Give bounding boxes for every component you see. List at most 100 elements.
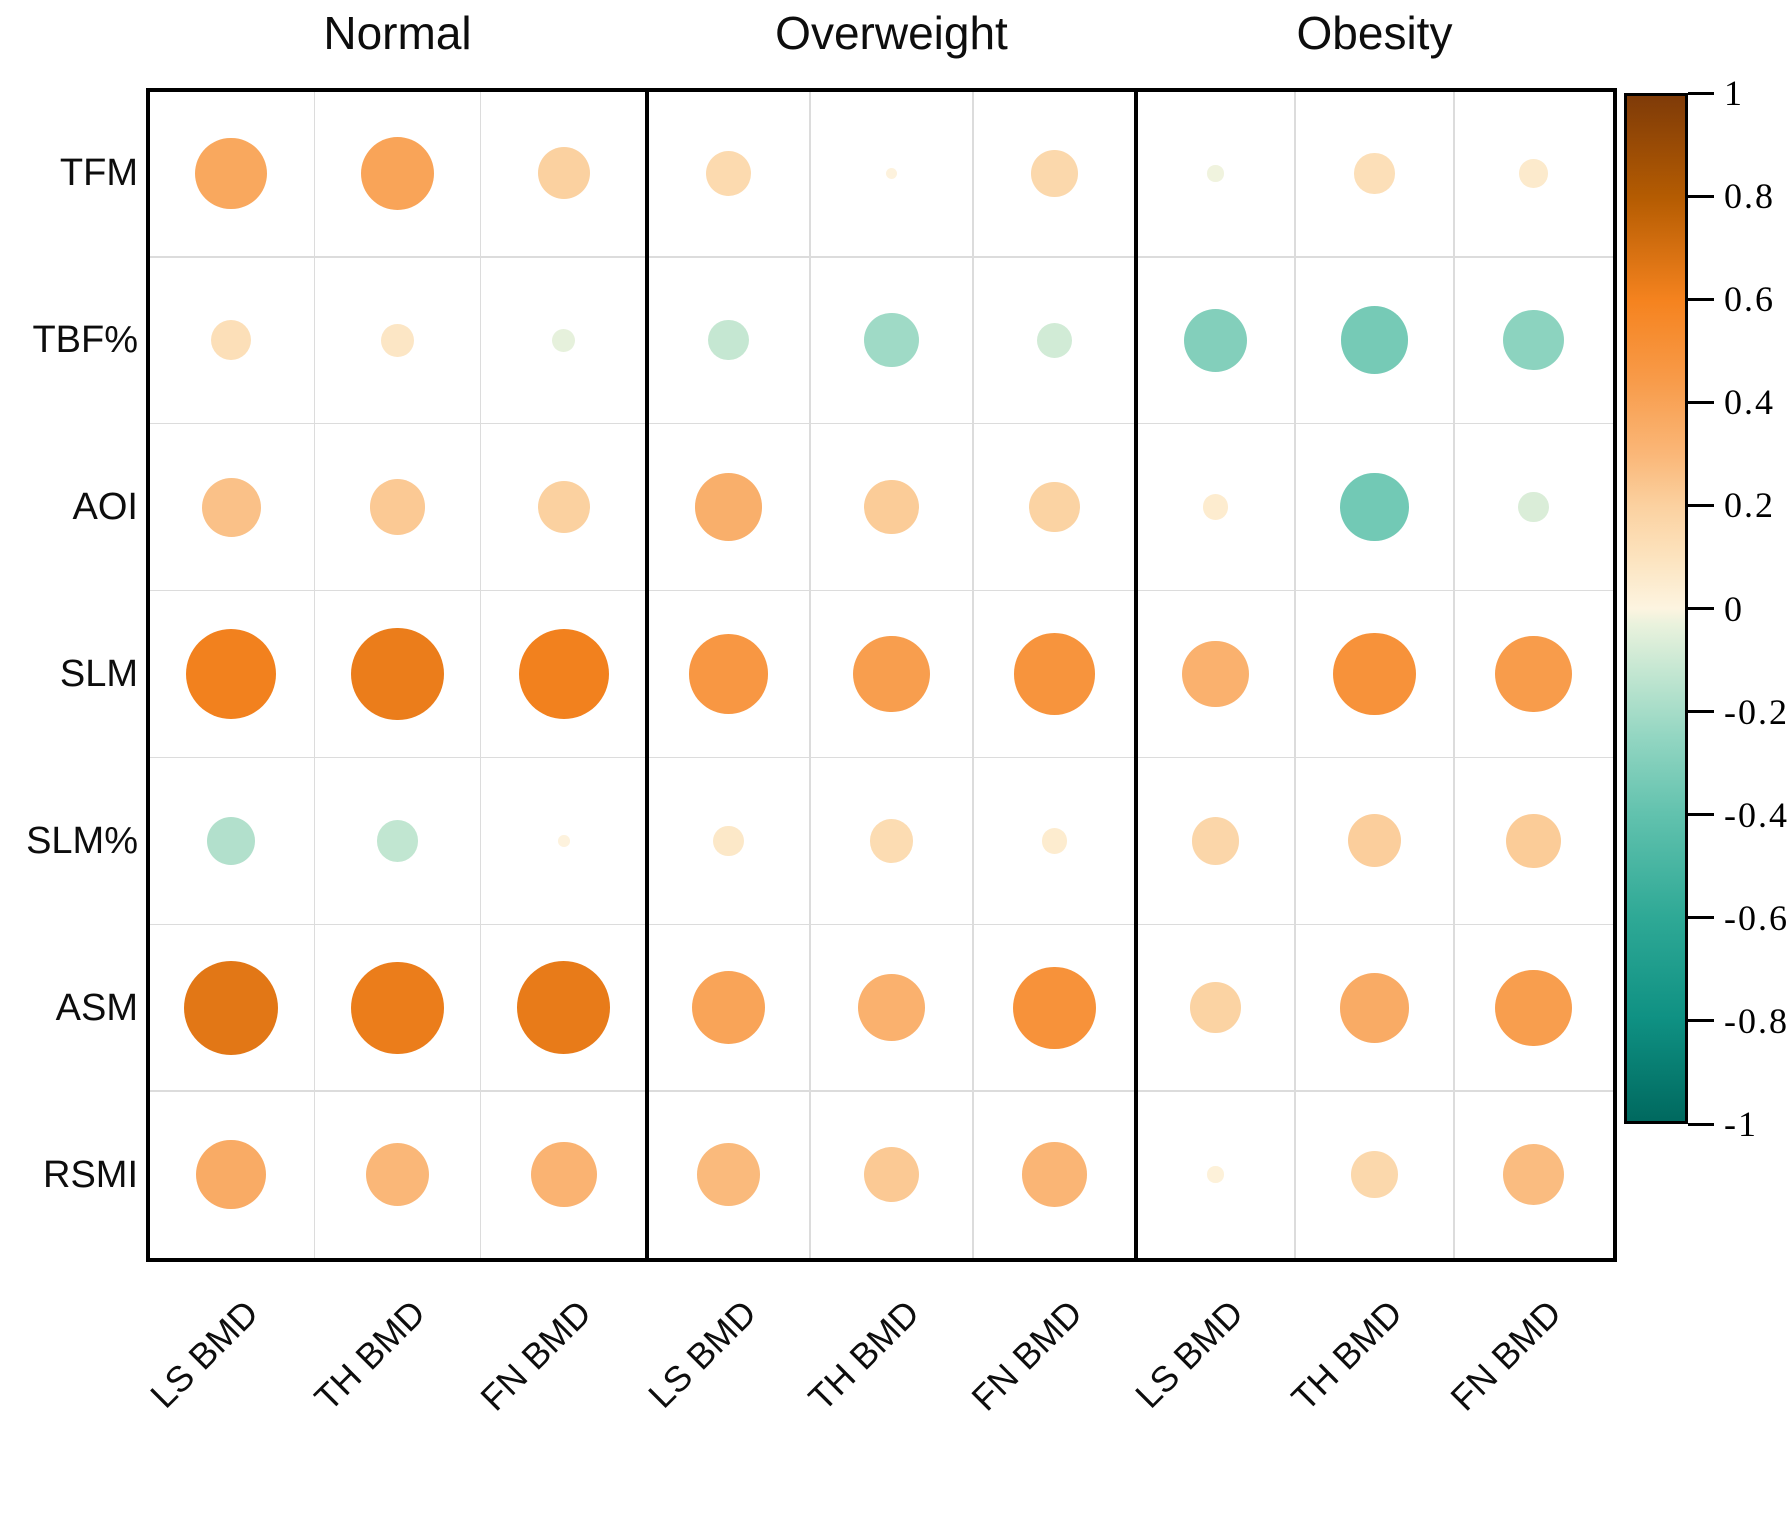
row-gridline bbox=[148, 1090, 1613, 1092]
correlation-bubble bbox=[518, 628, 610, 720]
colorbar bbox=[1624, 93, 1688, 1124]
correlation-bubble bbox=[1339, 972, 1410, 1043]
correlation-bubble bbox=[376, 819, 419, 862]
correlation-bubble bbox=[1518, 491, 1549, 523]
correlation-bubble bbox=[706, 150, 751, 196]
correlation-bubble bbox=[1041, 827, 1068, 854]
correlation-bubble bbox=[360, 136, 435, 211]
panel-title-obesity: Obesity bbox=[1296, 7, 1453, 59]
colorbar-tick-label: 0.8 bbox=[1724, 176, 1775, 217]
row-gridline bbox=[148, 256, 1613, 258]
correlation-bubble bbox=[195, 137, 267, 210]
correlation-bubble bbox=[1503, 310, 1564, 371]
correlation-bubble bbox=[1183, 308, 1248, 373]
correlation-bubble bbox=[691, 971, 766, 1045]
col-gridline bbox=[809, 90, 811, 1258]
correlation-bubble-chart: Normal Overweight Obesity TFM TBF% AOI SLM S… bbox=[26, 7, 1789, 1419]
correlation-bubble bbox=[381, 323, 414, 357]
correlation-bubble bbox=[1347, 814, 1402, 868]
correlation-bubble bbox=[694, 473, 763, 541]
correlation-bubble bbox=[365, 1142, 430, 1207]
colorbar-tick bbox=[1688, 813, 1714, 817]
row-label: SLM% bbox=[26, 819, 138, 862]
panel-title-overweight: Overweight bbox=[775, 7, 1008, 59]
correlation-bubble bbox=[351, 627, 444, 721]
colorbar-tick-label: 0 bbox=[1724, 588, 1744, 629]
correlation-bubble bbox=[1495, 969, 1572, 1046]
correlation-bubble bbox=[537, 481, 590, 534]
row-label: AOI bbox=[72, 486, 138, 529]
colorbar-tick-label: -0.4 bbox=[1724, 794, 1789, 835]
correlation-bubble bbox=[558, 835, 570, 847]
row-gridline bbox=[148, 756, 1613, 759]
correlation-bubble bbox=[201, 477, 261, 537]
correlation-bubble bbox=[858, 974, 925, 1042]
colorbar-tick bbox=[1688, 91, 1714, 95]
colorbar-tick bbox=[1688, 1122, 1714, 1126]
row-label: ASM bbox=[55, 986, 138, 1029]
correlation-bubble bbox=[853, 635, 930, 713]
correlation-bubble bbox=[863, 1146, 920, 1203]
colorbar-tick-label: -0.6 bbox=[1724, 897, 1789, 938]
correlation-bubble bbox=[864, 479, 919, 535]
correlation-bubble bbox=[1182, 640, 1249, 708]
correlation-bubble bbox=[1502, 1143, 1565, 1206]
row-gridline bbox=[148, 589, 1613, 592]
correlation-bubble bbox=[207, 816, 256, 865]
colorbar-tick-label: 0.6 bbox=[1724, 279, 1775, 320]
correlation-bubble bbox=[864, 313, 919, 368]
correlation-bubble bbox=[885, 167, 898, 180]
col-gridline bbox=[313, 90, 316, 1258]
correlation-bubble bbox=[1037, 322, 1072, 358]
row-label: TBF% bbox=[32, 319, 138, 362]
colorbar-tick-label: 1 bbox=[1724, 73, 1744, 113]
plot-outer-border bbox=[146, 88, 1617, 1262]
correlation-bubble bbox=[517, 961, 611, 1055]
correlation-bubble bbox=[1333, 632, 1416, 715]
panel-separator bbox=[645, 90, 649, 1258]
correlation-bubble bbox=[537, 147, 590, 200]
colorbar-tick-label: -0.2 bbox=[1724, 691, 1789, 732]
row-label: SLM bbox=[59, 653, 138, 695]
col-gridline bbox=[972, 90, 974, 1258]
correlation-bubble bbox=[1031, 150, 1078, 197]
correlation-bubble bbox=[708, 320, 749, 361]
panel-title-normal: Normal bbox=[323, 7, 472, 59]
correlation-bubble bbox=[1340, 306, 1409, 375]
correlation-bubble bbox=[211, 320, 252, 361]
colorbar-tick bbox=[1688, 297, 1714, 301]
col-gridline bbox=[1294, 90, 1296, 1258]
correlation-bubble bbox=[1207, 1166, 1224, 1183]
correlation-bubble bbox=[697, 1143, 760, 1206]
correlation-bubble bbox=[552, 328, 576, 352]
correlation-bubble bbox=[196, 1139, 266, 1210]
colorbar-tick bbox=[1688, 607, 1714, 610]
correlation-bubble bbox=[713, 825, 744, 857]
row-gridline bbox=[148, 923, 1613, 926]
correlation-bubble bbox=[1519, 159, 1548, 188]
row-gridline bbox=[148, 422, 1613, 425]
colorbar-tick bbox=[1688, 503, 1714, 507]
correlation-bubble bbox=[1191, 816, 1240, 865]
colorbar-tick-label: -0.8 bbox=[1724, 1000, 1789, 1041]
correlation-bubble bbox=[531, 1141, 597, 1208]
colorbar-tick bbox=[1688, 710, 1714, 714]
correlation-bubble bbox=[1340, 472, 1409, 542]
correlation-bubble bbox=[1029, 481, 1080, 533]
correlation-bubble bbox=[184, 960, 279, 1055]
correlation-bubble bbox=[1351, 1151, 1398, 1198]
correlation-bubble bbox=[1354, 153, 1395, 194]
panel-separator bbox=[1134, 90, 1138, 1258]
correlation-bubble bbox=[869, 819, 914, 863]
colorbar-tick bbox=[1688, 1019, 1714, 1023]
correlation-bubble bbox=[1013, 966, 1096, 1049]
col-gridline bbox=[1453, 90, 1455, 1258]
colorbar-tick bbox=[1688, 400, 1714, 404]
correlation-bubble bbox=[1506, 813, 1561, 869]
correlation-bubble bbox=[351, 961, 444, 1054]
correlation-bubble bbox=[1022, 1142, 1087, 1207]
colorbar-tick-label: -1 bbox=[1724, 1104, 1758, 1144]
colorbar-tick-label: 0.4 bbox=[1724, 382, 1775, 423]
correlation-bubble bbox=[688, 634, 769, 714]
colorbar-tick-label: 0.2 bbox=[1724, 485, 1775, 526]
